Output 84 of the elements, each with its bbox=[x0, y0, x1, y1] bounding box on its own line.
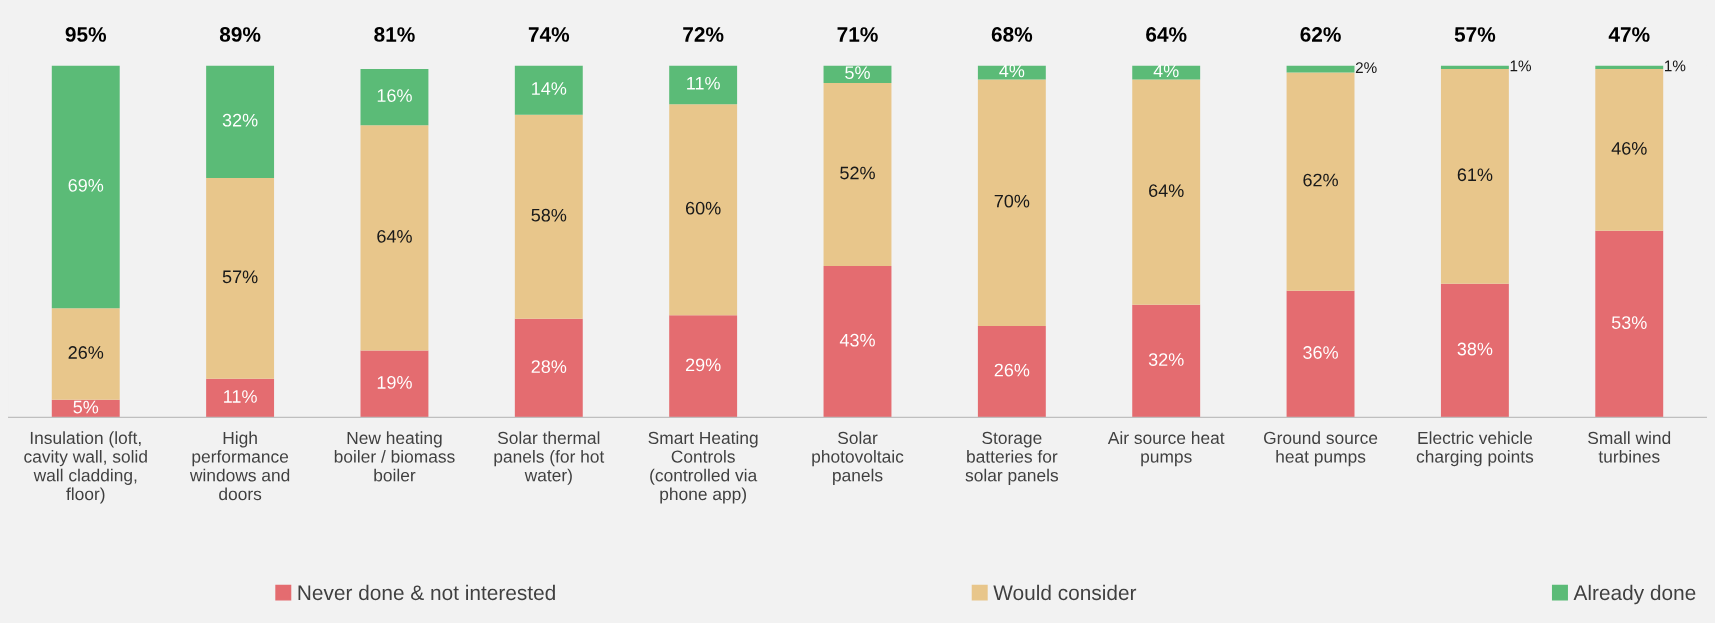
data-label: 61% bbox=[1457, 168, 1493, 182]
bar bbox=[1595, 230, 1664, 418]
text: 47% bbox=[1608, 27, 1650, 42]
bar bbox=[51, 308, 120, 400]
bar bbox=[514, 114, 583, 319]
data-label: 58% bbox=[531, 208, 567, 222]
bar bbox=[514, 65, 583, 115]
bar bbox=[669, 315, 738, 418]
data-label: 26% bbox=[994, 363, 1030, 377]
bar bbox=[1595, 68, 1664, 231]
bar bbox=[360, 350, 429, 418]
bar bbox=[977, 79, 1046, 326]
data-label: 57% bbox=[222, 270, 258, 284]
data-label: 4% bbox=[1153, 64, 1179, 78]
bar bbox=[360, 68, 429, 126]
text: 72% bbox=[683, 27, 724, 42]
data-label: 38% bbox=[1457, 342, 1493, 356]
x-tick-label: Small wind turbines bbox=[1588, 431, 1671, 463]
data-label: 11% bbox=[224, 390, 257, 403]
bar bbox=[823, 83, 892, 267]
data-label: 62% bbox=[1303, 173, 1338, 187]
data-label: 14% bbox=[532, 82, 567, 95]
x-tick-label: Smart Heating Controls (controlled via phone app) bbox=[648, 431, 758, 504]
x-tick-label: Solar photovoltaic panels bbox=[812, 431, 904, 485]
bar bbox=[206, 178, 275, 379]
bar bbox=[514, 318, 583, 418]
data-label: 60% bbox=[686, 201, 721, 215]
text: 81% bbox=[374, 27, 415, 42]
legend-label: Would consider bbox=[993, 584, 1137, 601]
legend-label: Never done & not interested bbox=[298, 584, 555, 601]
x-tick-label: Air source heat pumps bbox=[1107, 431, 1225, 467]
legend-label: Already done bbox=[1573, 584, 1696, 605]
text: 68% bbox=[991, 27, 1033, 42]
text: 95% bbox=[65, 27, 107, 42]
data-label: 1% bbox=[1664, 60, 1686, 72]
data-label: 64% bbox=[377, 229, 412, 243]
x-tick-label: Ground source heat pumps bbox=[1264, 431, 1378, 467]
bar bbox=[206, 65, 275, 179]
data-label: 26% bbox=[68, 346, 104, 359]
data-label: 43% bbox=[839, 333, 875, 347]
data-label: 46% bbox=[1611, 141, 1647, 155]
x-tick-label: Solar thermal panels (for hot water) bbox=[494, 431, 605, 485]
data-label: 64% bbox=[1149, 184, 1184, 197]
x-tick-label: Insulation (loft, cavity wall, solid wall cladding, floor) bbox=[24, 431, 147, 504]
data-label: 5% bbox=[73, 400, 99, 414]
data-label: 28% bbox=[531, 360, 567, 373]
x-tick-label: Electric vehicle charging points bbox=[1416, 431, 1534, 467]
bar bbox=[669, 65, 738, 105]
bar bbox=[360, 125, 429, 351]
data-label: 11% bbox=[687, 76, 720, 90]
bar bbox=[1286, 290, 1355, 418]
data-label: 4% bbox=[999, 64, 1025, 78]
data-label: 29% bbox=[685, 358, 721, 372]
bar bbox=[206, 378, 275, 418]
data-label: 1% bbox=[1510, 60, 1532, 72]
bar bbox=[1440, 283, 1509, 418]
data-label: 2% bbox=[1355, 62, 1377, 73]
bar bbox=[1440, 68, 1509, 284]
text: 57% bbox=[1454, 27, 1496, 42]
data-label: 69% bbox=[68, 178, 104, 192]
text: 89% bbox=[219, 27, 261, 42]
data-label: 32% bbox=[1148, 353, 1184, 366]
x-tick-label: Storage batteries for solar panels bbox=[965, 431, 1059, 485]
data-label: 36% bbox=[1303, 346, 1338, 359]
data-label: 16% bbox=[377, 89, 412, 102]
bar bbox=[1132, 79, 1201, 305]
bar bbox=[1132, 304, 1201, 418]
text: 71% bbox=[837, 27, 878, 42]
text: 74% bbox=[528, 27, 570, 42]
x-tick-label: High performance windows and doors bbox=[189, 431, 290, 501]
bar bbox=[823, 266, 892, 418]
data-label: 70% bbox=[994, 194, 1030, 208]
text: 64% bbox=[1146, 27, 1187, 42]
text: 62% bbox=[1300, 27, 1341, 42]
data-label: 53% bbox=[1611, 316, 1647, 329]
data-label: 32% bbox=[222, 113, 258, 127]
data-label: 19% bbox=[377, 376, 412, 389]
bar bbox=[51, 65, 120, 309]
bar bbox=[669, 104, 738, 316]
x-tick-label: New heating boiler / biomass boiler bbox=[334, 431, 455, 482]
bar bbox=[977, 325, 1046, 418]
data-label: 5% bbox=[845, 66, 870, 80]
data-label: 52% bbox=[840, 166, 875, 180]
bar bbox=[1286, 72, 1355, 291]
